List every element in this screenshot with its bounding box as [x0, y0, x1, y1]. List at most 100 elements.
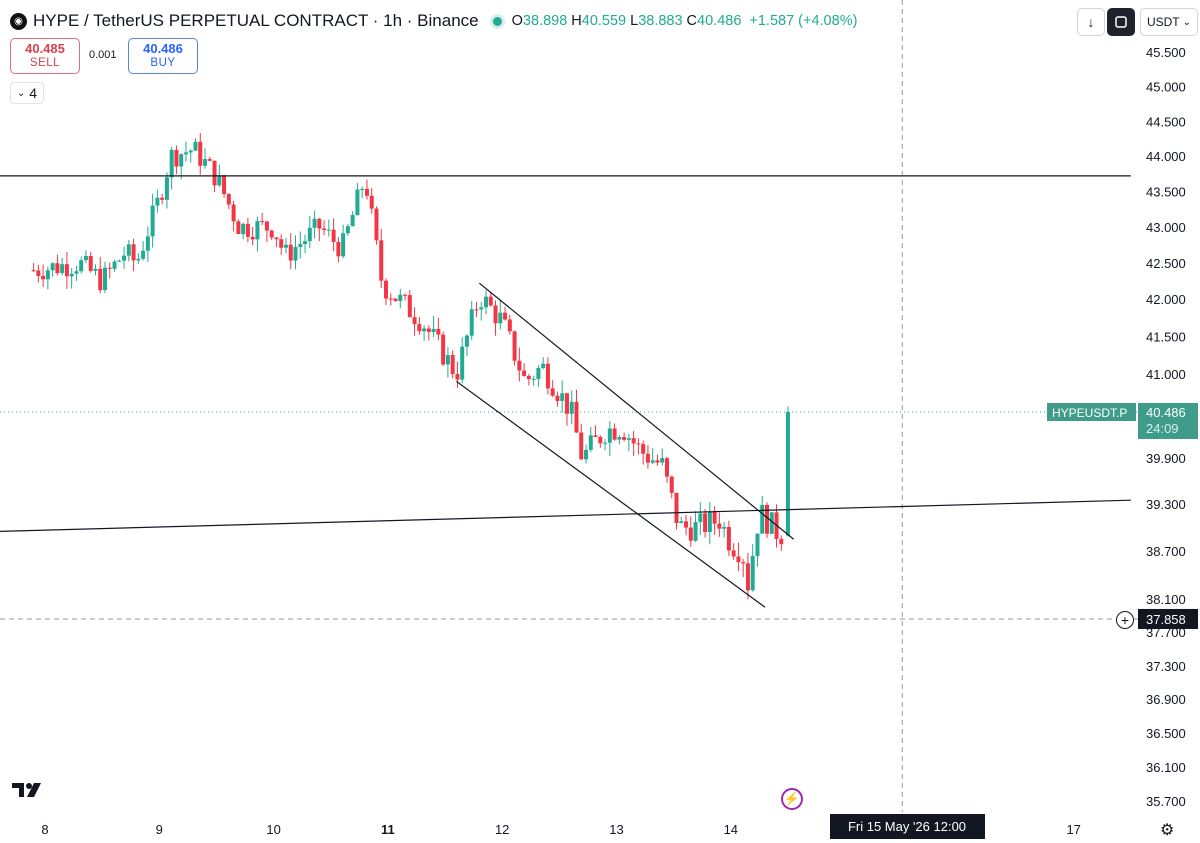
- x-tick-label: 8: [41, 822, 48, 837]
- candle-body: [422, 328, 427, 332]
- candle-body: [484, 296, 489, 308]
- y-tick-label: 36.100: [1146, 760, 1186, 775]
- candle-body: [436, 328, 441, 335]
- candle-body: [203, 159, 208, 166]
- candle-body: [36, 270, 41, 276]
- buy-button[interactable]: 40.486 BUY: [128, 38, 198, 74]
- candle-body: [331, 229, 336, 242]
- candle-body: [322, 228, 327, 231]
- candle-body: [745, 563, 750, 591]
- candle-body: [764, 504, 769, 534]
- candle-body: [41, 275, 46, 280]
- candle-body: [655, 460, 660, 463]
- price-tag-text: 40.486: [1146, 405, 1186, 420]
- x-tick-label: 14: [724, 822, 738, 837]
- candle-body: [222, 175, 227, 195]
- y-tick-label: 39.300: [1146, 497, 1186, 512]
- hype-logo-icon: ◉: [10, 12, 27, 30]
- candle-body: [31, 270, 36, 272]
- support-line: [0, 499, 1131, 532]
- drawing-lines[interactable]: [0, 175, 1131, 608]
- candle-body: [426, 328, 431, 332]
- candle-body: [279, 239, 284, 248]
- candle-body: [669, 476, 674, 493]
- candle-body: [383, 280, 388, 299]
- candle-body: [607, 428, 612, 443]
- candle-body: [769, 512, 774, 534]
- candle-body: [569, 401, 574, 414]
- candle-body: [264, 221, 269, 231]
- candle-body: [293, 247, 298, 261]
- candle-body: [403, 294, 408, 296]
- candle-body: [241, 223, 246, 235]
- x-tick-label: 13: [609, 822, 623, 837]
- y-tick-label: 42.000: [1146, 292, 1186, 307]
- candle-body: [398, 294, 403, 301]
- candle-body: [379, 240, 384, 281]
- candle-body: [193, 141, 198, 151]
- chart-header: ◉ HYPE / TetherUS PERPETUAL CONTRACT · 1…: [10, 10, 857, 32]
- spread-value: 0.001: [89, 49, 117, 61]
- gear-icon[interactable]: ⚙: [1160, 822, 1175, 839]
- candle-body: [560, 393, 565, 401]
- symbol-title[interactable]: HYPE / TetherUS PERPETUAL CONTRACT · 1h …: [33, 11, 479, 30]
- candle-body: [126, 244, 131, 256]
- candle-body: [79, 260, 84, 272]
- plus-circle-icon[interactable]: +: [1116, 611, 1134, 629]
- candle-body: [698, 513, 703, 522]
- candle-body: [464, 335, 469, 347]
- candle-body: [445, 354, 450, 365]
- candle-body: [574, 401, 579, 433]
- candle-body: [117, 260, 122, 262]
- candle-body: [350, 215, 355, 227]
- candle-body: [536, 368, 541, 379]
- candle-body: [64, 264, 69, 277]
- indicators-toggle[interactable]: ⌄ 4: [10, 82, 44, 104]
- candle-body: [312, 218, 317, 228]
- candle-body: [593, 435, 598, 437]
- time-axis[interactable]: 8 9 10 11 12 13 14 17: [41, 822, 1081, 837]
- y-tick-label: 39.900: [1146, 451, 1186, 466]
- candle-body: [298, 244, 303, 248]
- sell-button[interactable]: 40.485 SELL: [10, 38, 80, 74]
- candle-body: [250, 236, 255, 240]
- channel-lower-line: [456, 380, 766, 608]
- candle-body: [326, 229, 331, 231]
- y-tick-label: 43.000: [1146, 220, 1186, 235]
- fullscreen-icon[interactable]: [1107, 8, 1135, 36]
- candle-body: [374, 208, 379, 241]
- y-tick-label: 45.000: [1146, 80, 1186, 95]
- candle-body: [245, 223, 250, 237]
- crosshair-time-tag: [830, 814, 985, 839]
- candle-body: [179, 154, 184, 167]
- candle-body: [60, 264, 65, 274]
- chevron-down-icon: ⌄: [16, 87, 26, 99]
- candle-body: [650, 460, 655, 463]
- candle-body: [183, 152, 188, 155]
- candle-body: [541, 363, 546, 369]
- candle-body: [712, 511, 717, 524]
- y-tick-label: 38.700: [1146, 544, 1186, 559]
- arrow-down-icon[interactable]: ↓: [1077, 8, 1105, 36]
- y-tick-label: 41.000: [1146, 367, 1186, 382]
- ohlc-close: C40.486: [686, 13, 742, 29]
- x-tick-label: 12: [495, 822, 509, 837]
- candle-body: [722, 526, 727, 529]
- candle-body: [545, 363, 550, 389]
- countdown-text: 24:09: [1146, 421, 1179, 436]
- candle-body: [341, 233, 346, 257]
- candlestick-series: [31, 132, 790, 600]
- candle-body: [750, 555, 755, 591]
- candle-body: [88, 256, 93, 271]
- price-tag: [1138, 403, 1198, 439]
- crosshair-time-text: Fri 15 May '26 12:00: [848, 819, 966, 834]
- tradingview-logo-icon[interactable]: [12, 780, 46, 805]
- currency-select[interactable]: USDT ⌄: [1140, 8, 1198, 36]
- candle-body: [736, 556, 741, 563]
- candle-body: [393, 298, 398, 301]
- candle-body: [103, 267, 108, 291]
- channel-upper-line: [478, 282, 795, 540]
- lightning-icon[interactable]: ⚡: [781, 788, 803, 810]
